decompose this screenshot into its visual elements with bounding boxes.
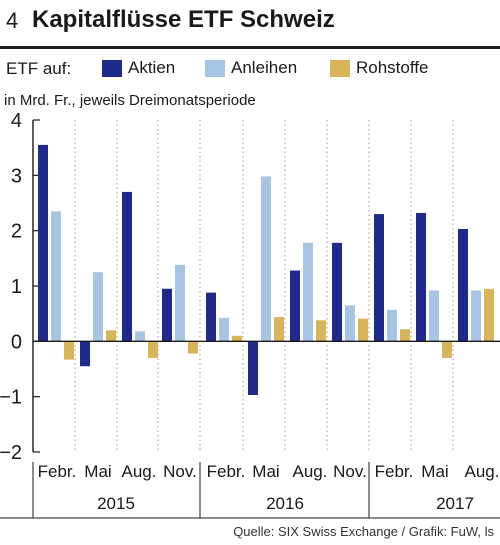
bar-aktien-7 (332, 242, 342, 342)
legend-item-aktien: Aktien (102, 58, 175, 78)
bar-aktien-3 (162, 288, 172, 342)
bar-anleihen-0 (51, 211, 61, 342)
legend-item-anleihen: Anleihen (205, 58, 297, 78)
bar-rohstoffe-6 (316, 320, 326, 342)
legend-item-rohstoffe: Rohstoffe (330, 58, 428, 78)
bar-anleihen-7 (345, 305, 355, 342)
y-tick-label-2: 2 (11, 221, 22, 243)
x-tick-label-9: Mai (421, 462, 448, 481)
year-label-2015: 2015 (97, 494, 135, 513)
bar-aktien-1 (80, 341, 90, 367)
bar-anleihen-5 (261, 176, 271, 342)
chart-title: Kapitalflüsse ETF Schweiz (32, 6, 335, 33)
x-tick-label-3: Nov. (163, 462, 197, 481)
bar-rohstoffe-10 (484, 288, 494, 342)
legend: ETF auf: Aktien Anleihen Rohstoffe (0, 56, 500, 84)
bar-anleihen-6 (303, 242, 313, 342)
bar-aktien-5 (248, 341, 258, 396)
bar-anleihen-1 (93, 272, 103, 342)
bar-aktien-0 (38, 144, 48, 342)
x-tick-label-7: Nov. (333, 462, 367, 481)
x-tick-label-6: Aug. (293, 462, 328, 481)
bar-aktien-6 (290, 270, 300, 342)
bar-aktien-8 (374, 214, 384, 342)
x-tick-label-8: Febr. (375, 462, 414, 481)
bar-rohstoffe-8 (400, 329, 410, 342)
x-tick-label-10: Aug. (465, 462, 500, 481)
bar-rohstoffe-5 (274, 316, 284, 342)
bar-anleihen-10 (471, 290, 481, 342)
header-rule (0, 46, 500, 49)
y-tick-label-4: 0 (11, 331, 22, 353)
legend-swatch-aktien (102, 59, 122, 77)
bar-rohstoffe-9 (442, 341, 452, 358)
x-tick-label-4: Febr. (207, 462, 246, 481)
bar-anleihen-4 (219, 318, 229, 342)
figure-number: 4 (6, 8, 19, 33)
source-note: Quelle: SIX Swiss Exchange / Grafik: FuW… (233, 524, 494, 539)
x-tick-label-1: Mai (84, 462, 111, 481)
unit-label: in Mrd. Fr., jeweils Dreimonatsperiode (4, 92, 256, 109)
bar-anleihen-2 (135, 331, 145, 342)
bar-aktien-10 (458, 229, 468, 342)
legend-swatch-anleihen (205, 59, 225, 77)
bar-rohstoffe-3 (188, 341, 198, 354)
legend-text-rohstoffe: Rohstoffe (356, 58, 429, 77)
x-tick-label-2: Aug. (122, 462, 157, 481)
y-tick-label-0: 4 (11, 110, 22, 132)
y-tick-label-6: −2 (0, 442, 22, 464)
y-tick-label-5: −1 (0, 387, 22, 409)
bar-anleihen-8 (387, 309, 397, 342)
bar-aktien-2 (122, 191, 132, 342)
x-tick-label-0: Febr. (38, 462, 77, 481)
bar-aktien-9 (416, 212, 426, 342)
bar-rohstoffe-7 (358, 318, 368, 342)
year-label-2017: 2017 (436, 494, 474, 513)
x-tick-label-5: Mai (252, 462, 279, 481)
year-label-2016: 2016 (266, 494, 304, 513)
bar-rohstoffe-2 (148, 341, 158, 358)
bar-rohstoffe-1 (106, 330, 116, 342)
bar-aktien-4 (206, 292, 216, 342)
y-tick-label-1: 3 (11, 165, 22, 187)
bar-anleihen-3 (175, 264, 185, 342)
chart-header: 4 Kapitalflüsse ETF Schweiz (0, 0, 500, 44)
y-tick-label-3: 1 (11, 276, 22, 298)
bar-rohstoffe-0 (64, 341, 74, 360)
legend-text-aktien: Aktien (128, 58, 176, 77)
bar-rohstoffe-4 (232, 335, 242, 342)
legend-swatch-rohstoffe (330, 59, 350, 77)
legend-text-anleihen: Anleihen (231, 58, 298, 77)
legend-label: ETF auf: (6, 59, 72, 78)
bar-anleihen-9 (429, 290, 439, 342)
